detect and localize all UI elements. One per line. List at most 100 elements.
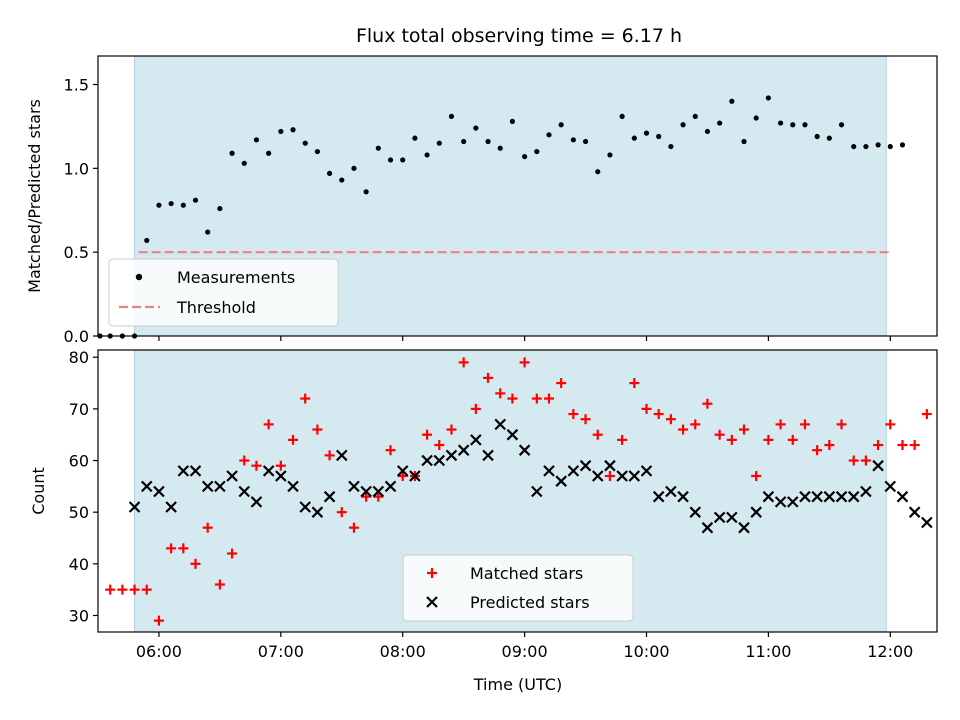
predicted-stars-point (701, 521, 714, 534)
measurements-point (777, 120, 784, 126)
top-y-axis: 0.0 0.5 1.0 1.5 (64, 76, 98, 346)
matched-stars-point (288, 434, 299, 445)
predicted-stars-point (799, 490, 811, 503)
matched-stars-point (702, 398, 713, 409)
matched-stars-point (653, 409, 664, 420)
predicted-stars-point (189, 465, 202, 477)
measurements-point (558, 122, 564, 128)
matched-stars-point (763, 434, 774, 445)
measurements-point (851, 143, 857, 150)
measurements-point (680, 122, 686, 128)
predicted-stars-point (884, 480, 897, 493)
matched-stars-point (227, 548, 238, 559)
predicted-stars-point (640, 465, 653, 477)
measurements-point (485, 138, 491, 145)
matched-stars-point (873, 440, 884, 451)
y-tick-label: 30 (69, 606, 89, 625)
matched-stars-point (775, 419, 786, 430)
matched-stars-point (202, 522, 213, 533)
predicted-stars-point (591, 470, 604, 482)
matched-stars-point (556, 378, 567, 389)
matched-stars-point (495, 388, 506, 399)
measurements-point (802, 122, 808, 128)
predicted-stars-legend-marker (426, 596, 438, 608)
matched-stars-point (458, 357, 469, 368)
measurements-point (692, 113, 698, 119)
y-tick-label: 1.5 (64, 76, 89, 95)
predicted-stars-point (628, 470, 641, 482)
measurements-legend-label: Measurements (177, 268, 295, 287)
predicted-stars-point (494, 418, 507, 431)
measurements-point (668, 143, 674, 150)
matched-stars-point (178, 543, 189, 554)
measurements-point (180, 202, 186, 208)
x-tick-label: 08:00 (380, 642, 426, 661)
matched-stars-point (751, 471, 762, 482)
measurements-point (887, 143, 893, 150)
measurements-point (375, 145, 381, 151)
measurements-point (704, 128, 711, 135)
measurements-point (412, 135, 418, 141)
predicted-stars-point (921, 516, 933, 529)
matched-stars-point (799, 419, 810, 430)
predicted-stars-point (652, 490, 665, 503)
predicted-stars-point (665, 485, 677, 498)
predicted-stars-point (567, 465, 580, 477)
measurements-point (509, 118, 516, 124)
matched-stars-point (860, 455, 871, 466)
matched-stars-legend-marker (427, 568, 437, 578)
measurements-point (217, 205, 223, 212)
measurements-point (278, 128, 284, 135)
predicted-stars-point (287, 480, 299, 493)
predicted-stars-legend-label: Predicted stars (470, 593, 590, 612)
predicted-stars-point (323, 490, 336, 503)
matched-stars-point (153, 615, 164, 626)
x-tick-label: 07:00 (258, 642, 304, 661)
measurements-point (290, 127, 296, 133)
measurements-point (546, 132, 552, 138)
predicted-stars-point (360, 485, 372, 498)
predicted-stars-point (128, 501, 141, 513)
matched-stars-point (739, 424, 750, 435)
matched-stars-point (836, 419, 847, 430)
predicted-stars-point (421, 454, 433, 467)
y-tick-label: 80 (69, 348, 89, 367)
predicted-stars-point (482, 449, 494, 462)
matched-stars-point (519, 357, 530, 368)
predicted-stars-point (823, 490, 836, 503)
measurements-point (387, 157, 394, 163)
top-series (97, 95, 906, 339)
matched-stars-point (361, 491, 372, 502)
measurements-point (607, 152, 613, 158)
measurements-point (595, 169, 601, 175)
predicted-stars-point (531, 485, 543, 498)
matched-stars-point (568, 409, 579, 420)
matched-stars-point (470, 403, 481, 414)
matched-stars-point (141, 584, 152, 595)
matched-stars-point (897, 440, 908, 451)
matched-stars-point (604, 471, 615, 482)
measurements-point (643, 130, 650, 136)
matched-stars-point (665, 414, 676, 425)
predicted-stars-point (811, 490, 823, 503)
predicted-stars-point (445, 449, 458, 462)
predicted-stars-point (604, 459, 616, 472)
matched-stars-point (812, 445, 823, 456)
measurements-point (473, 125, 479, 131)
matched-stars-point (483, 372, 494, 383)
measurements-point (729, 98, 735, 104)
measurements-point (363, 189, 369, 195)
bottom-y-axis: 30 40 50 60 70 80 (69, 348, 98, 625)
y-tick-label: 50 (69, 503, 89, 522)
measurements-point (619, 113, 625, 119)
predicted-stars-point (409, 470, 421, 482)
matched-stars-point (726, 434, 737, 445)
measurements-point (582, 138, 589, 145)
matched-stars-point (824, 440, 835, 451)
y-tick-label: 0.5 (64, 243, 89, 262)
predicted-stars-point (860, 485, 872, 498)
matched-stars-point (422, 429, 433, 440)
measurements-point (534, 148, 540, 155)
x-tick-label: 12:00 (867, 642, 913, 661)
measurements-point (156, 202, 162, 208)
